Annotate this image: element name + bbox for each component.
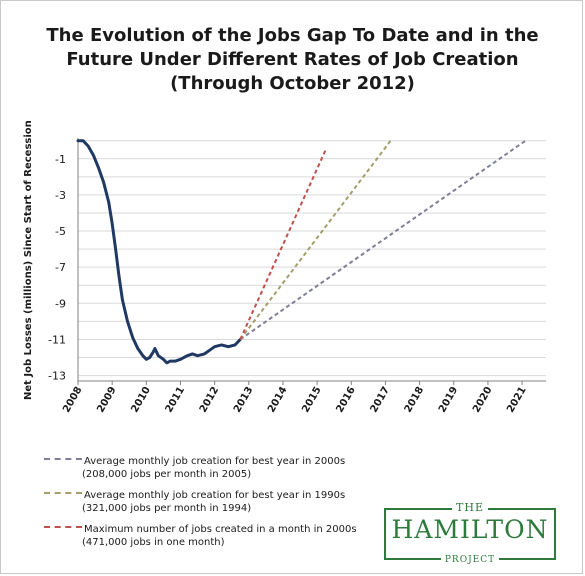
x-tick-label: 2009 [95,385,118,415]
legend-item-2000s-maximum: Maximum number of jobs created in a mont… [44,523,357,549]
legend-label-1990s-average: Average monthly job creation for best ye… [84,490,346,501]
y-tick-label: -7 [55,261,66,274]
x-tick-label: 2021 [505,385,528,415]
gridlines [78,140,546,377]
series-line-jobs-gap [76,139,242,365]
y-tick-label: -5 [55,225,66,238]
logo-top-text: THE [452,501,488,514]
logo-main-text: HAMILTON [391,515,549,544]
x-tick-label: 2012 [198,385,221,415]
chart-title-line-3: (Through October 2012) [170,73,415,94]
x-tick-label: 2016 [334,385,357,415]
x-tick-label: 2020 [471,385,494,415]
chart-title: The Evolution of the Jobs Gap To Date an… [20,24,565,96]
y-tick-label: -3 [55,189,66,202]
chart-title-line-2: Future Under Different Rates of Job Crea… [66,49,519,70]
hamilton-project-logo: THE HAMILTON PROJECT [384,501,556,565]
legend-label-2000s-average: Average monthly job creation for best ye… [84,456,346,467]
chart-title-line-1: The Evolution of the Jobs Gap To Date an… [46,25,539,46]
x-tick-label: 2017 [369,385,392,415]
y-tick-label: -1 [55,153,66,166]
legend-swatch-2000s-average [44,458,82,460]
legend-label-2000s-maximum: Maximum number of jobs created in a mont… [84,524,357,535]
series-lines [76,139,527,365]
legend-item-1990s-average: Average monthly job creation for best ye… [44,489,345,515]
x-tick-label: 2011 [164,385,187,415]
legend-swatch-1990s-average [44,492,82,494]
legend-sublabel-1990s-average: (321,000 jobs per month in 1994) [82,503,252,514]
x-tick-label: 2019 [437,385,460,415]
x-tick-label: 2013 [232,385,255,415]
legend-item-2000s-average: Average monthly job creation for best ye… [44,455,345,481]
y-tick-label: -9 [55,297,66,310]
x-tick-label: 2010 [129,385,152,415]
axes [77,138,546,385]
y-tick-label: -11 [48,333,66,346]
x-tick-label: 2008 [61,385,84,415]
y-tick-label: -13 [48,370,66,383]
legend-sublabel-2000s-maximum: (471,000 jobs in one month) [82,537,225,548]
x-tick-label: 2014 [266,385,289,415]
x-tick-label: 2018 [403,385,426,415]
x-tick-label: 2015 [300,385,323,415]
legend-sublabel-2000s-average: (208,000 jobs per month in 2005) [82,469,252,480]
series-line-projection-1 [239,139,527,341]
logo-bottom-text: PROJECT [440,555,500,565]
legend-swatch-2000s-maximum [44,526,82,528]
